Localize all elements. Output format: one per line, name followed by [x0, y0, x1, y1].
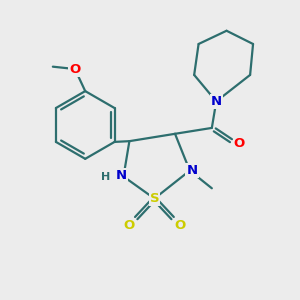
- Text: O: O: [234, 137, 245, 150]
- Text: N: N: [211, 95, 222, 108]
- Text: N: N: [116, 169, 127, 182]
- Text: N: N: [187, 164, 198, 177]
- Text: H: H: [101, 172, 110, 182]
- Text: O: O: [175, 220, 186, 232]
- Text: O: O: [69, 62, 80, 76]
- Text: O: O: [123, 220, 134, 232]
- Text: S: S: [150, 192, 159, 205]
